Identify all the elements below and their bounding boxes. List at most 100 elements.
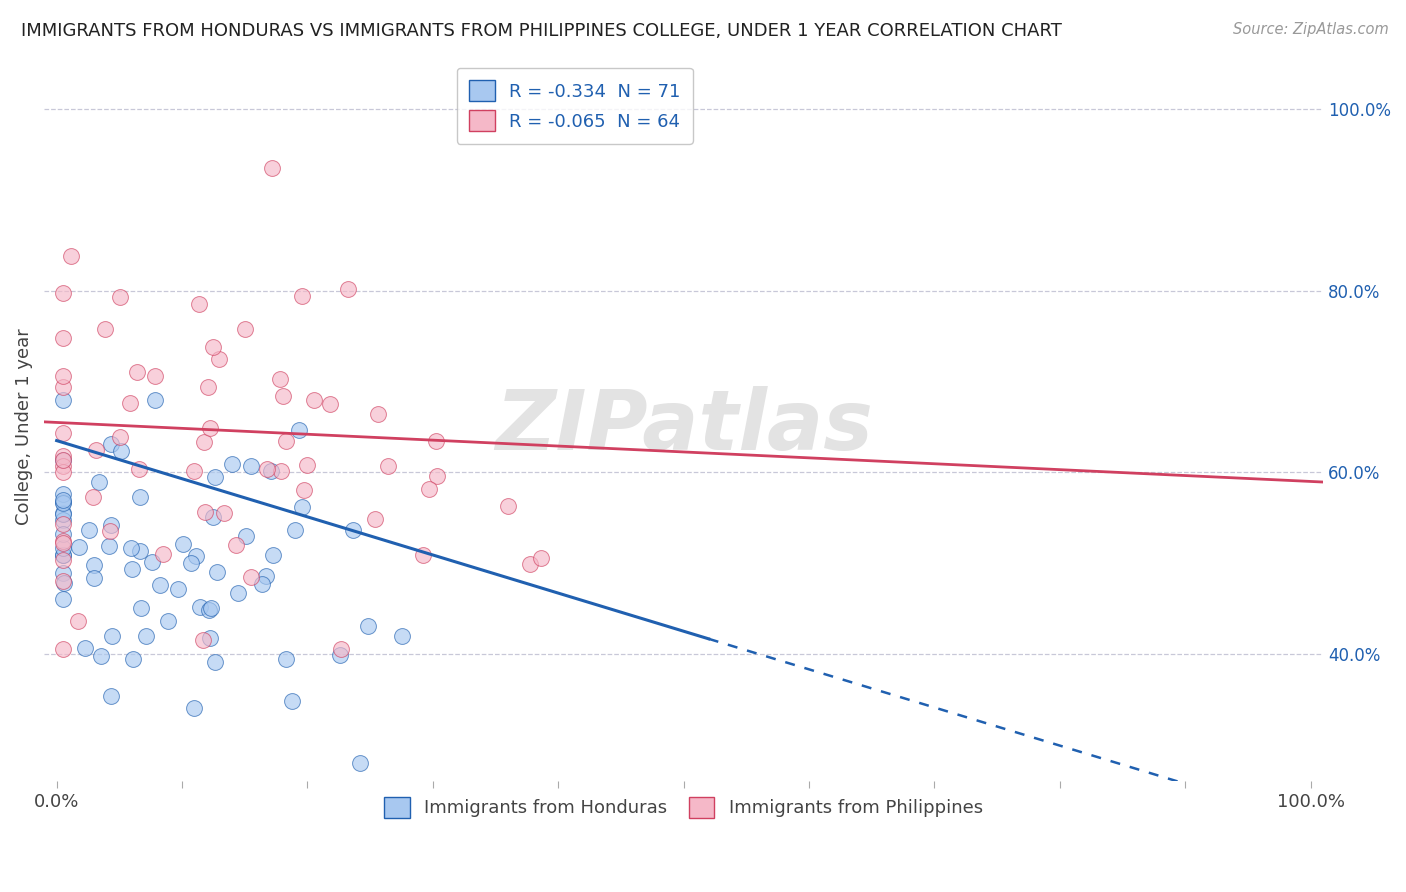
Point [52,541,75,555]
Point [52,495,75,509]
Point [284,523,307,537]
Point [67,540,90,554]
Point [260,464,283,478]
Point [377,459,399,474]
Point [52,453,75,467]
Point [172,537,194,551]
Point [367,407,389,421]
Point [52,286,75,301]
Point [205,566,228,580]
Point [100,518,122,533]
Point [204,470,226,484]
Point [233,322,256,336]
Point [208,351,231,366]
Point [156,614,179,628]
Point [52,493,75,508]
Point [66,614,89,628]
Point [121,562,143,576]
Point [52,380,75,394]
Point [143,369,166,384]
Point [52,506,75,520]
Point [52,392,75,407]
Point [129,601,152,615]
Point [52,592,75,607]
Point [87,475,110,489]
Point [100,689,122,703]
Point [83,571,105,585]
Point [270,464,292,478]
Point [52,548,75,562]
Point [412,548,434,562]
Point [198,603,221,617]
Point [191,632,214,647]
Point [519,557,541,571]
Point [194,505,217,519]
Point [200,601,222,615]
Point [183,700,205,714]
Point [52,553,75,567]
Text: IMMIGRANTS FROM HONDURAS VS IMMIGRANTS FROM PHILIPPINES COLLEGE, UNDER 1 YEAR CO: IMMIGRANTS FROM HONDURAS VS IMMIGRANTS F… [21,22,1062,40]
Point [425,469,447,483]
Point [52,369,75,384]
Point [198,631,221,645]
Point [391,629,413,643]
Point [52,513,75,527]
Point [100,436,122,450]
Point [204,655,226,669]
Point [122,651,145,665]
Point [193,434,215,449]
Point [197,379,219,393]
Point [128,462,150,476]
Point [198,421,221,435]
Point [273,389,295,403]
Point [52,458,75,473]
Point [225,538,247,552]
Point [52,641,75,656]
Point [250,577,273,591]
Point [52,536,75,550]
Point [329,642,352,657]
Point [52,466,75,480]
Point [77,523,100,537]
Point [349,756,371,770]
Point [52,496,75,510]
Point [149,578,172,592]
Point [418,482,440,496]
Text: ZIPatlas: ZIPatlas [495,386,873,467]
Point [135,629,157,643]
Point [94,322,117,336]
Point [297,458,319,472]
Point [60,248,83,262]
Point [254,569,277,583]
Point [141,555,163,569]
Point [180,556,202,570]
Point [188,297,211,311]
Point [269,372,291,386]
Point [221,457,243,471]
Point [52,548,75,562]
Point [108,430,131,444]
Point [52,453,75,467]
Point [120,541,142,555]
Point [110,444,132,458]
Point [201,510,224,524]
Point [82,490,104,504]
Point [183,464,205,478]
Point [202,340,225,354]
Y-axis label: College, Under 1 year: College, Under 1 year [15,328,32,525]
Point [129,543,152,558]
Point [52,450,75,464]
Point [52,533,75,548]
Point [125,365,148,379]
Point [364,512,387,526]
Point [83,558,105,572]
Point [356,618,378,632]
Legend: Immigrants from Honduras, Immigrants from Philippines: Immigrants from Honduras, Immigrants fro… [377,789,990,825]
Point [188,600,211,615]
Point [52,527,75,541]
Text: Source: ZipAtlas.com: Source: ZipAtlas.com [1233,22,1389,37]
Point [256,462,278,476]
Point [129,491,152,505]
Point [73,640,96,655]
Point [52,426,75,441]
